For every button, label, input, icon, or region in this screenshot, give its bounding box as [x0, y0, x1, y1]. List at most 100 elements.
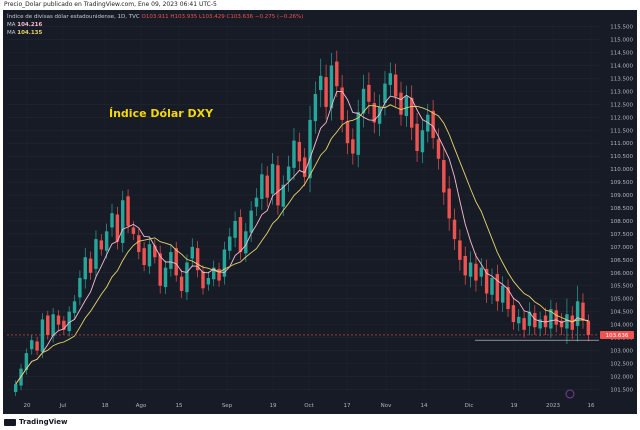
candle-body — [431, 110, 435, 139]
candle-body — [131, 227, 136, 234]
candle-body — [377, 106, 382, 124]
candle-body — [249, 210, 253, 233]
candle-body — [254, 197, 259, 207]
candle-body — [324, 77, 328, 107]
candle-body — [67, 311, 71, 332]
candle-body — [40, 319, 45, 352]
candle-body — [94, 239, 98, 269]
candle-body — [388, 73, 393, 85]
candle-body — [99, 240, 104, 250]
y-tick-label: 110.500 — [610, 154, 633, 160]
candle-body — [565, 314, 569, 329]
y-tick-label: 102.500 — [610, 361, 633, 367]
candle-body — [393, 74, 398, 97]
candle-body — [35, 341, 39, 351]
candle-body — [163, 267, 168, 288]
y-tick-label: 108.000 — [610, 219, 633, 225]
candle-body — [372, 103, 376, 123]
candle-body — [72, 301, 77, 313]
candle-body — [147, 244, 152, 267]
y-tick-label: 112.500 — [610, 102, 633, 108]
candle-body — [313, 93, 318, 122]
candle-body — [329, 65, 334, 109]
publish-caption: Precio_Dolar publicado en TradingView.co… — [4, 1, 217, 8]
candle-body — [404, 96, 409, 116]
y-tick-label: 113.500 — [610, 76, 633, 82]
x-tick-label: Oct — [304, 403, 314, 409]
candle-body — [495, 274, 500, 302]
candle-body — [533, 312, 537, 328]
candle-body — [297, 141, 302, 162]
x-tick-label: 14 — [421, 403, 428, 409]
candle-body — [292, 140, 296, 168]
candle-body — [538, 319, 542, 329]
candle-body — [511, 305, 516, 323]
x-tick-label: 17 — [344, 403, 351, 409]
x-tick-label: 19 — [270, 403, 277, 409]
ma-fast-line — [15, 90, 589, 385]
candle-body — [30, 340, 34, 350]
candle-body — [62, 320, 66, 330]
candle-body — [436, 139, 441, 159]
candle-body — [233, 220, 237, 238]
candle-body — [190, 246, 194, 259]
y-tick-label: 115.500 — [610, 25, 633, 31]
x-tick-label: 18 — [102, 403, 109, 409]
candle-body — [559, 320, 564, 328]
y-tick-label: 107.000 — [610, 245, 633, 251]
candle-body — [83, 257, 87, 280]
candle-body — [158, 253, 162, 286]
candle-body — [265, 175, 269, 198]
y-tick-label: 111.500 — [610, 128, 633, 134]
candle-body — [137, 235, 141, 253]
candlestick-chart[interactable]: 115.500 115.000 114.500 114.000 113.500 113.0… — [3, 10, 637, 414]
y-tick-label: 112.000 — [610, 115, 633, 121]
candle-body — [121, 200, 125, 243]
y-tick-label: 106.500 — [610, 258, 633, 264]
candle-body — [153, 245, 157, 258]
x-tick-label: 15 — [176, 403, 183, 409]
candle-body — [206, 277, 211, 285]
candle-body — [308, 119, 312, 179]
candle-body — [383, 83, 387, 104]
candle-body — [527, 311, 532, 326]
candle-body — [468, 262, 473, 277]
candle-body — [260, 174, 264, 199]
candle-body — [142, 248, 146, 266]
y-tick-label: 104.500 — [610, 310, 633, 316]
candle-body — [174, 248, 178, 276]
y-tick-label: 114.000 — [610, 63, 633, 69]
ma-slow-row[interactable]: MA 104.135 — [7, 29, 303, 37]
y-tick-label: 115.000 — [610, 38, 633, 44]
candle-body — [586, 320, 591, 335]
x-tick-label: 16 — [588, 403, 595, 409]
y-tick-label: 103.000 — [610, 349, 633, 355]
candle-body — [442, 160, 446, 193]
x-tick-label: Nov — [381, 403, 392, 409]
y-tick-label: 109.500 — [610, 180, 633, 186]
candle-body — [361, 88, 366, 114]
candle-body — [319, 75, 323, 91]
candle-body — [463, 255, 467, 276]
tradingview-logo[interactable]: TradingView — [4, 418, 68, 426]
ma-slow-label: MA — [7, 30, 16, 36]
candle-body — [575, 301, 580, 326]
symbol-name: Índice de divisas dólar estadounidense, … — [7, 14, 140, 20]
y-tick-label: 101.500 — [610, 387, 633, 393]
candle-body — [517, 316, 521, 324]
x-tick-label: Jul — [59, 403, 67, 409]
candle-body — [554, 310, 558, 325]
x-tick-label: 19 — [511, 403, 518, 409]
ma-fast-row[interactable]: MA 104.216 — [7, 21, 303, 29]
chart-panel[interactable]: 115.500 115.000 114.500 114.000 113.500 113.0… — [3, 10, 637, 414]
candle-body — [581, 302, 585, 320]
ma-slow-value: 104.135 — [17, 30, 43, 36]
candle-body — [179, 276, 184, 291]
y-tick-label: 109.000 — [610, 193, 633, 199]
candle-body — [276, 165, 280, 206]
candle-body — [110, 213, 114, 228]
y-tick-label: 105.500 — [610, 284, 633, 290]
candle-body — [356, 112, 360, 155]
candle-body — [335, 61, 339, 87]
